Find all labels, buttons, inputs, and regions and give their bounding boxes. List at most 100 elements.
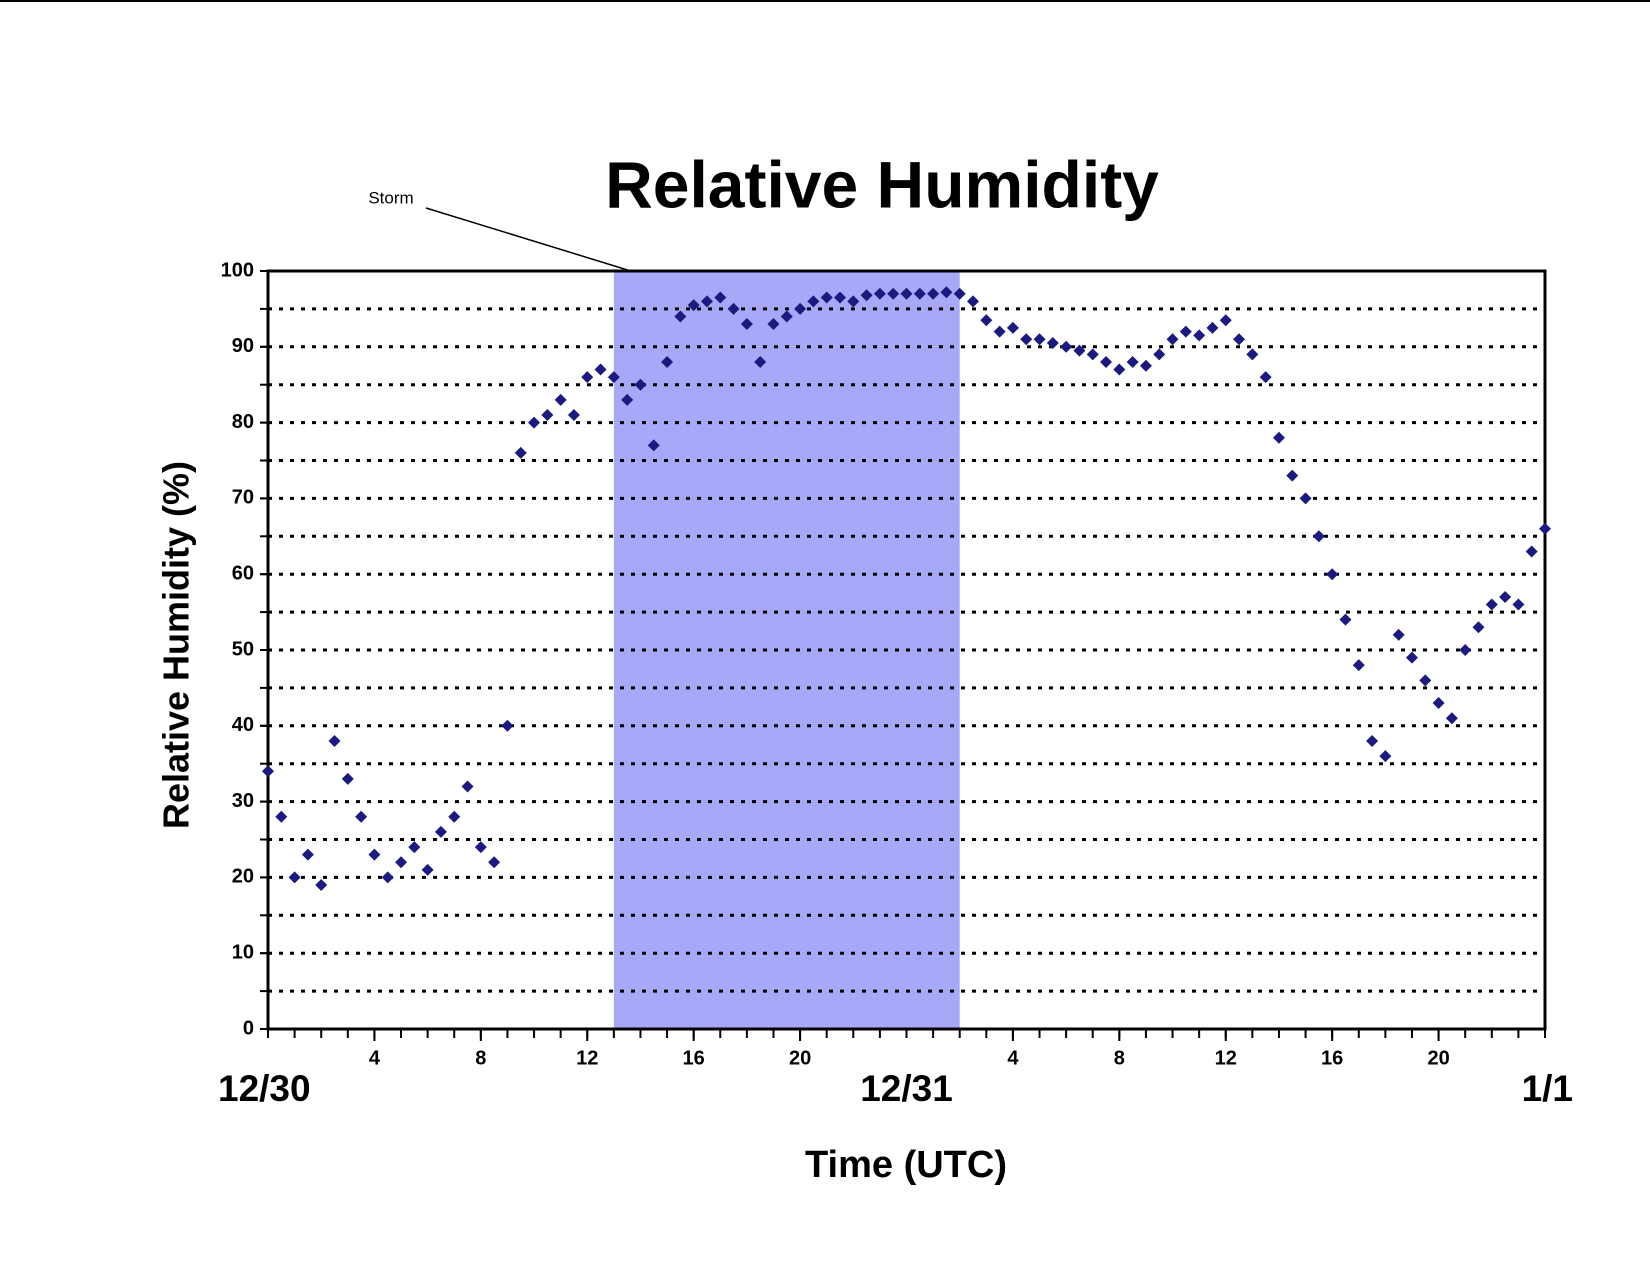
data-point bbox=[1312, 530, 1325, 543]
data-point bbox=[993, 325, 1006, 338]
data-point bbox=[581, 371, 594, 384]
data-point bbox=[1179, 325, 1192, 338]
x-tick-label: 4 bbox=[1007, 1047, 1019, 1069]
x-tick-label: 16 bbox=[1321, 1047, 1343, 1069]
y-tick-label: 0 bbox=[243, 1017, 254, 1039]
data-point bbox=[967, 295, 980, 308]
x-tick-label: 20 bbox=[1427, 1047, 1449, 1069]
data-point bbox=[554, 393, 567, 406]
data-point bbox=[927, 287, 940, 300]
data-point bbox=[1272, 431, 1285, 444]
data-point bbox=[1405, 651, 1418, 664]
data-point bbox=[541, 409, 554, 422]
data-point bbox=[1193, 329, 1206, 342]
data-point bbox=[634, 378, 647, 391]
data-point bbox=[1086, 348, 1099, 361]
data-point bbox=[1100, 355, 1113, 368]
data-point bbox=[714, 291, 727, 304]
x-tick-label: 8 bbox=[475, 1047, 486, 1069]
data-point bbox=[1033, 333, 1046, 346]
data-point bbox=[275, 810, 288, 823]
data-point bbox=[368, 848, 381, 861]
data-point bbox=[860, 289, 873, 302]
data-point bbox=[661, 355, 674, 368]
y-tick-label: 40 bbox=[232, 714, 254, 736]
data-point bbox=[953, 287, 966, 300]
date-label: 12/30 bbox=[218, 1068, 311, 1109]
x-tick-label: 16 bbox=[683, 1047, 705, 1069]
data-point bbox=[474, 841, 487, 854]
y-tick-label: 50 bbox=[232, 638, 254, 660]
data-point bbox=[940, 286, 953, 299]
data-point bbox=[448, 810, 461, 823]
data-point bbox=[873, 287, 886, 300]
y-tick-label: 100 bbox=[221, 259, 254, 281]
data-point bbox=[421, 863, 434, 876]
data-point bbox=[1073, 344, 1086, 357]
data-point bbox=[528, 416, 541, 429]
data-point bbox=[408, 841, 421, 854]
data-point bbox=[727, 302, 740, 315]
data-point bbox=[794, 302, 807, 315]
data-point bbox=[262, 765, 274, 778]
data-point bbox=[913, 287, 926, 300]
data-point bbox=[1445, 712, 1458, 725]
data-point bbox=[1419, 674, 1432, 687]
data-point bbox=[1219, 314, 1232, 327]
data-point bbox=[1233, 333, 1246, 346]
data-point bbox=[341, 772, 354, 785]
data-point bbox=[687, 299, 700, 312]
data-point bbox=[754, 355, 767, 368]
date-label: 12/31 bbox=[860, 1068, 953, 1109]
x-tick-label: 8 bbox=[1114, 1047, 1125, 1069]
x-tick-label: 12 bbox=[576, 1047, 598, 1069]
data-point bbox=[501, 719, 514, 732]
data-point bbox=[381, 871, 394, 884]
data-point bbox=[328, 734, 341, 747]
data-point bbox=[780, 310, 793, 323]
data-point bbox=[1299, 492, 1312, 505]
data-point bbox=[1166, 333, 1179, 346]
data-point bbox=[514, 446, 527, 459]
data-point bbox=[355, 810, 368, 823]
data-point bbox=[607, 371, 620, 384]
data-point bbox=[594, 363, 607, 376]
y-tick-label: 60 bbox=[232, 562, 254, 584]
data-point bbox=[1126, 355, 1139, 368]
x-tick-label: 12 bbox=[1215, 1047, 1237, 1069]
data-point bbox=[807, 295, 820, 308]
data-point bbox=[395, 856, 408, 869]
data-point bbox=[1392, 628, 1405, 641]
data-point bbox=[1432, 697, 1445, 710]
y-axis-title: Relative Humidity (%) bbox=[156, 461, 197, 829]
data-point bbox=[1259, 371, 1272, 384]
data-point bbox=[434, 825, 447, 838]
data-point bbox=[1539, 522, 1551, 535]
data-point bbox=[674, 310, 687, 323]
data-point bbox=[1459, 644, 1472, 656]
data-point bbox=[1366, 734, 1379, 747]
data-point bbox=[1113, 363, 1126, 376]
data-point bbox=[567, 409, 580, 422]
data-point bbox=[1153, 348, 1166, 361]
annotation-label: Storm bbox=[368, 188, 413, 207]
data-point bbox=[887, 287, 900, 300]
x-axis-title: Time (UTC) bbox=[805, 1144, 1007, 1186]
data-point bbox=[1525, 545, 1538, 558]
data-point bbox=[1499, 590, 1512, 603]
data-point bbox=[1339, 613, 1352, 626]
date-label: 1/1 bbox=[1522, 1068, 1573, 1109]
data-point bbox=[315, 878, 328, 891]
data-point bbox=[461, 780, 474, 793]
data-point bbox=[833, 291, 846, 304]
data-point bbox=[900, 287, 913, 300]
data-point bbox=[847, 295, 860, 308]
data-point bbox=[980, 314, 993, 327]
data-point bbox=[767, 318, 780, 331]
annotation-leader bbox=[425, 207, 632, 272]
x-tick-label: 4 bbox=[369, 1047, 381, 1069]
y-tick-label: 20 bbox=[232, 866, 254, 888]
y-tick-label: 70 bbox=[232, 487, 254, 509]
data-point bbox=[288, 871, 301, 884]
